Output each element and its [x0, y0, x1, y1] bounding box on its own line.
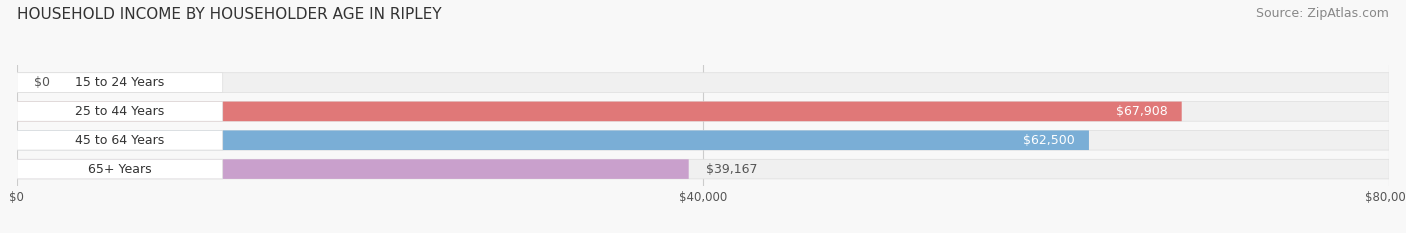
Text: 25 to 44 Years: 25 to 44 Years [75, 105, 165, 118]
FancyBboxPatch shape [17, 102, 222, 121]
Text: $0: $0 [34, 76, 51, 89]
Text: Source: ZipAtlas.com: Source: ZipAtlas.com [1256, 7, 1389, 20]
Text: 15 to 24 Years: 15 to 24 Years [75, 76, 165, 89]
FancyBboxPatch shape [17, 159, 689, 179]
FancyBboxPatch shape [17, 102, 1389, 121]
FancyBboxPatch shape [17, 73, 222, 92]
Text: $39,167: $39,167 [706, 163, 758, 176]
Text: 45 to 64 Years: 45 to 64 Years [75, 134, 165, 147]
FancyBboxPatch shape [17, 130, 1389, 150]
FancyBboxPatch shape [17, 159, 1389, 179]
FancyBboxPatch shape [17, 130, 1090, 150]
Text: $62,500: $62,500 [1024, 134, 1076, 147]
FancyBboxPatch shape [17, 73, 1389, 92]
Text: 65+ Years: 65+ Years [89, 163, 152, 176]
Text: $67,908: $67,908 [1116, 105, 1168, 118]
FancyBboxPatch shape [17, 102, 1181, 121]
Text: HOUSEHOLD INCOME BY HOUSEHOLDER AGE IN RIPLEY: HOUSEHOLD INCOME BY HOUSEHOLDER AGE IN R… [17, 7, 441, 22]
FancyBboxPatch shape [17, 159, 222, 179]
FancyBboxPatch shape [17, 130, 222, 150]
